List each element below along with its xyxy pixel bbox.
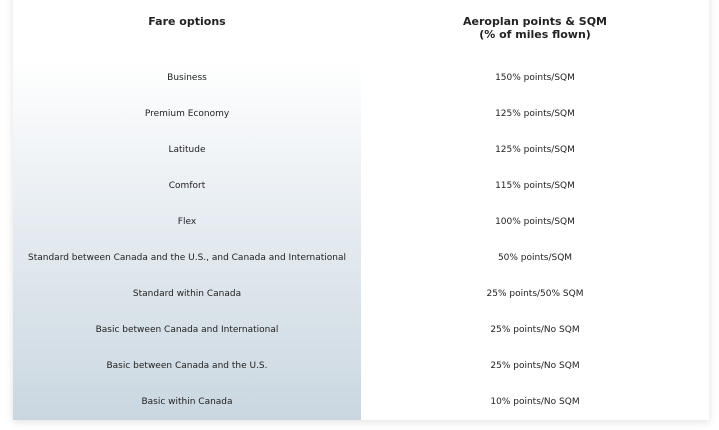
header-fare-options: Fare options — [13, 6, 361, 36]
header-text: Aeroplan points & SQM — [463, 15, 607, 28]
table-row: Latitude 125% points/SQM — [13, 132, 709, 168]
fare-cell: Basic between Canada and International — [95, 325, 279, 335]
header-points-sqm: Aeroplan points & SQM (% of miles flown) — [361, 13, 709, 43]
table-row: Standard between Canada and the U.S., an… — [13, 240, 709, 276]
fare-cell: Standard between Canada and the U.S., an… — [28, 253, 346, 263]
earn-cell: 115% points/SQM — [495, 181, 575, 191]
fare-cell: Business — [167, 73, 207, 83]
fare-cell: Premium Economy — [144, 109, 230, 119]
fare-column-background — [13, 60, 361, 420]
fare-table: Fare options Aeroplan points & SQM (% of… — [13, 0, 709, 420]
fare-cell: Basic within Canada — [141, 397, 233, 407]
table-row: Comfort 115% points/SQM — [13, 168, 709, 204]
earn-cell: 10% points/No SQM — [490, 397, 580, 407]
header-subtext: (% of miles flown) — [479, 28, 591, 41]
table-row: Basic within Canada 10% points/No SQM — [13, 384, 709, 420]
earn-cell: 50% points/SQM — [497, 253, 573, 263]
earn-cell: 25% points/No SQM — [490, 361, 580, 371]
fare-cell: Comfort — [168, 181, 206, 191]
earn-cell: 125% points/SQM — [495, 109, 575, 119]
earn-cell: 150% points/SQM — [495, 73, 575, 83]
table-row: Flex 100% points/SQM — [13, 204, 709, 240]
header-text: Fare options — [148, 14, 226, 28]
earn-cell: 125% points/SQM — [495, 145, 575, 155]
fare-cell: Latitude — [168, 145, 206, 155]
table-row: Basic between Canada and the U.S. 25% poi… — [13, 348, 709, 384]
earn-cell: 25% points/No SQM — [490, 325, 580, 335]
fare-cell: Basic between Canada and the U.S. — [106, 361, 268, 371]
table-row: Premium Economy 125% points/SQM — [13, 96, 709, 132]
earn-cell: 100% points/SQM — [495, 217, 575, 227]
table-row: Business 150% points/SQM — [13, 60, 709, 96]
table-row: Basic between Canada and International 25… — [13, 312, 709, 348]
fare-cell: Standard within Canada — [132, 289, 242, 299]
fare-cell: Flex — [177, 217, 197, 227]
earn-cell: 25% points/50% SQM — [486, 289, 584, 299]
table-row: Standard within Canada 25% points/50% SQM — [13, 276, 709, 312]
